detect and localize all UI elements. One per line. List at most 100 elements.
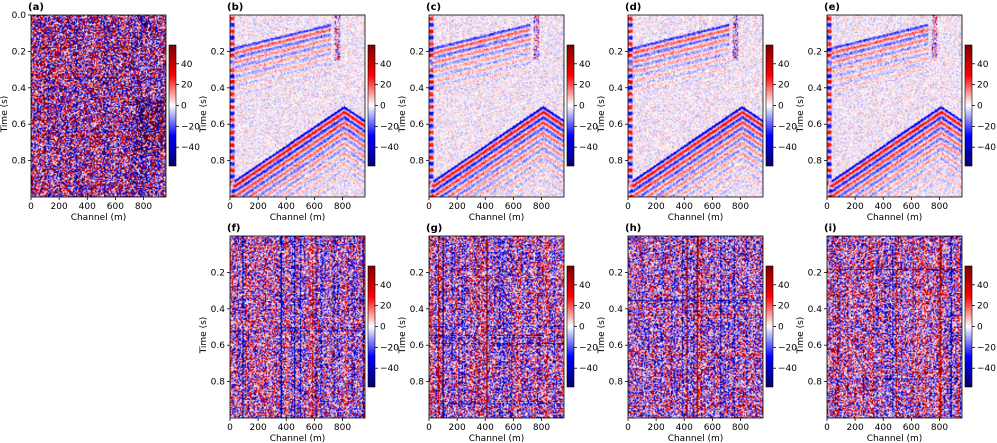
panel-a-frame	[30, 14, 167, 198]
panel-g-colorbar	[566, 265, 575, 388]
panel-i-ytick-label: 0.2	[808, 268, 822, 278]
panel-a-ytick-label: 0.6	[12, 120, 27, 130]
panel-c-x-axis-label: Channel (m)	[469, 213, 525, 223]
panel-g-xtick-label: 200	[449, 423, 466, 433]
panel-f-xtick-label: 600	[306, 423, 323, 433]
panel-g-colorbar-tick-label: −20	[579, 343, 598, 353]
panel-e-xtick-label: 600	[903, 202, 920, 212]
panel-d-xtick-label: 800	[732, 202, 749, 212]
panel-e-ytick-label: 0.2	[808, 47, 822, 57]
panel-d-ytick-label: 0.2	[609, 47, 623, 57]
panel-g-x-axis-label: Channel (m)	[469, 434, 525, 443]
panel-g-ytick-label: 0.4	[410, 305, 425, 315]
panel-f-ytick-label: 0.8	[211, 378, 226, 388]
panel-f-xtick-label: 800	[334, 423, 351, 433]
panel-h-x-axis-label: Channel (m)	[668, 434, 724, 443]
panel-e-heatmap-image	[827, 15, 962, 197]
panel-f-ytick-label: 0.2	[211, 268, 225, 278]
panel-c-xtick-label: 800	[533, 202, 550, 212]
panel-a-colorbar-tick-label: −20	[181, 122, 200, 132]
panel-h-xtick-label: 800	[732, 423, 749, 433]
panel-h-colorbar-tick-label: −40	[778, 364, 797, 374]
panel-c-ytick-label: 0.2	[410, 47, 424, 57]
panel-a-label: (a)	[28, 2, 44, 13]
panel-f-colorbar-tick-label: 40	[380, 281, 392, 291]
panel-b-label: (b)	[227, 2, 243, 13]
panel-f-colorbar	[367, 265, 376, 388]
panel-c-label: (c)	[426, 2, 441, 13]
panel-b-colorbar-tick-label: 40	[380, 60, 392, 70]
panel-f-colorbar-tick-label: 20	[380, 302, 392, 312]
panel-d-x-axis-label: Channel (m)	[668, 213, 724, 223]
panel-g-ytick-label: 0.2	[410, 268, 424, 278]
panel-h-heatmap-image	[628, 236, 763, 418]
panel-d-xtick-label: 400	[676, 202, 693, 212]
panel-e-label: (e)	[824, 2, 840, 13]
panel-d-colorbar-tick-label: −40	[778, 143, 797, 153]
panel-d-xtick-label: 200	[648, 202, 665, 212]
panel-f-colorbar-tick-label: 0	[380, 323, 386, 333]
panel-c-colorbar-tick-label: −40	[579, 143, 598, 153]
panel-e-colorbar-tick-label: 40	[977, 60, 989, 70]
panel-c-colorbar	[566, 44, 575, 167]
panel-i-colorbar-tick-label: 20	[977, 302, 989, 312]
panel-h-ytick-label: 0.6	[609, 341, 624, 351]
panel-f-xtick-label: 200	[250, 423, 267, 433]
panel-i-colorbar-tick-label: −20	[977, 343, 996, 353]
panel-d-colorbar-tick-label: 0	[778, 102, 784, 112]
panel-a-colorbar-tick-label: 20	[181, 81, 193, 91]
panel-g-frame	[428, 235, 565, 419]
panel-e-colorbar-tick-label: 20	[977, 81, 989, 91]
panel-f-heatmap-image	[230, 236, 365, 418]
panel-a-ytick-label: 0.0	[12, 11, 27, 21]
panel-d-xtick-label: 600	[704, 202, 721, 212]
panel-a-ytick-label: 0.8	[12, 157, 27, 167]
panel-i-xtick-label: 0	[824, 423, 830, 433]
panel-a-colorbar-tick-label: 0	[181, 102, 187, 112]
panel-a-y-axis-label: Time (s)	[0, 96, 10, 134]
panel-c-ytick-label: 0.4	[410, 84, 425, 94]
panel-g-ytick-label: 0.6	[410, 341, 425, 351]
panel-a-ytick-label: 0.4	[12, 84, 27, 94]
panel-d-colorbar-tick-label: 20	[778, 81, 790, 91]
panel-f-colorbar-tick-label: −20	[380, 343, 399, 353]
panel-g-label: (g)	[426, 223, 442, 234]
panel-c-colorbar-tick-label: −20	[579, 122, 598, 132]
panel-d-ytick-label: 0.8	[609, 157, 624, 167]
panel-b-ytick-label: 0.6	[211, 120, 226, 130]
panel-d-heatmap-image	[628, 15, 763, 197]
panel-g-y-axis-label: Time (s)	[398, 317, 408, 355]
panel-e-xtick-label: 400	[875, 202, 892, 212]
panel-d-ytick-label: 0.6	[609, 120, 624, 130]
panel-a-xtick-label: 0	[28, 202, 34, 212]
panel-c-xtick-label: 0	[426, 202, 432, 212]
panel-i-y-axis-label: Time (s)	[796, 317, 806, 355]
panel-f-label: (f)	[227, 223, 241, 234]
panel-b-colorbar-tick-label: −20	[380, 122, 399, 132]
panel-i-frame	[826, 235, 963, 419]
panel-i-colorbar-tick-label: −40	[977, 364, 996, 374]
panel-h-xtick-label: 200	[648, 423, 665, 433]
panel-h-colorbar-tick-label: −20	[778, 343, 797, 353]
panel-b-xtick-label: 200	[250, 202, 267, 212]
panel-a-x-axis-label: Channel (m)	[71, 213, 127, 223]
panel-h-ytick-label: 0.8	[609, 378, 624, 388]
panel-b-colorbar	[367, 44, 376, 167]
panel-e-colorbar	[964, 44, 973, 167]
panel-e-xtick-label: 0	[824, 202, 830, 212]
panel-d-colorbar-tick-label: 40	[778, 60, 790, 70]
panel-b-colorbar-tick-label: 20	[380, 81, 392, 91]
panel-e-ytick-label: 0.6	[808, 120, 823, 130]
panel-h-xtick-label: 400	[676, 423, 693, 433]
panel-e-frame	[826, 14, 963, 198]
panel-a-xtick-label: 400	[79, 202, 96, 212]
panel-g-colorbar-tick-label: 0	[579, 323, 585, 333]
panel-b-ytick-label: 0.4	[211, 84, 226, 94]
panel-i-xtick-label: 200	[847, 423, 864, 433]
panel-c-colorbar-tick-label: 0	[579, 102, 585, 112]
